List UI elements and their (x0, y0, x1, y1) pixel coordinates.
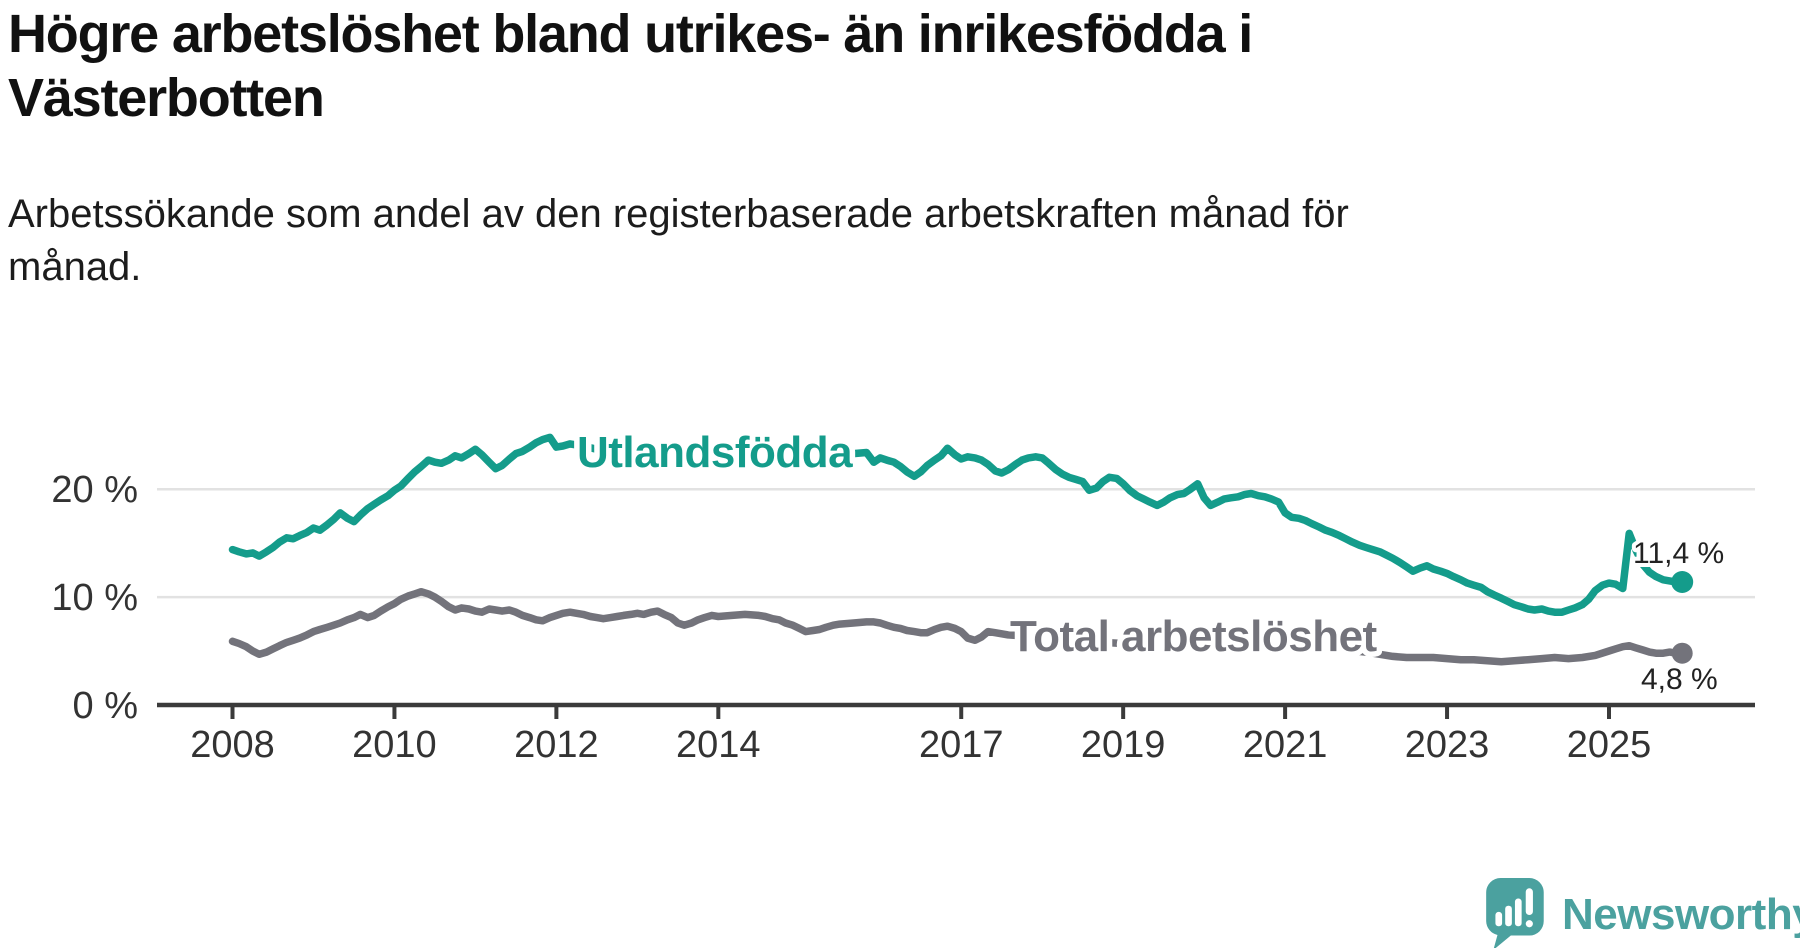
y-tick-label-0: 0 % (73, 685, 138, 727)
y-tick-label-10: 10 % (51, 577, 138, 619)
series-end-dot-utlandsfodda (1671, 570, 1694, 593)
branding: Newsworthy (1486, 878, 1800, 948)
x-tick-label-2023: 2023 (1405, 724, 1490, 766)
series-line-total-arbetsloshet (228, 587, 1680, 666)
x-tick-label-2021: 2021 (1243, 724, 1328, 766)
x-tick-label-2014: 2014 (676, 724, 761, 766)
page-title: Högre arbetslöshet bland utrikes- än inr… (8, 4, 1253, 128)
brand-wordmark: Newsworthy (1562, 890, 1800, 939)
series-end-dots (1671, 570, 1694, 664)
end-value-label-utlandsfodda: 11,4 % (1633, 537, 1724, 570)
x-tick-label-2019: 2019 (1081, 724, 1166, 766)
x-tick-label-2008: 2008 (190, 724, 275, 766)
page-subtitle: Arbetssökande som andel av den registerb… (8, 192, 1349, 289)
data-series-lines (228, 433, 1680, 666)
newsworthy-logo-icon (1486, 878, 1544, 948)
x-axis (157, 702, 1755, 719)
x-tick-label-2017: 2017 (919, 724, 1004, 766)
series-label-utlandsfodda: Utlandsfödda (577, 428, 853, 477)
x-axis-tick-labels: 2008 2010 2012 2014 2017 2019 2021 2023 2025 (190, 724, 1651, 766)
series-inline-labels: Utlandsfödda Total arbetslöshet 11,4 % 4… (572, 423, 1729, 701)
series-label-total-arbetsloshet: Total arbetslöshet (1010, 612, 1378, 661)
x-tick-label-2012: 2012 (514, 724, 599, 766)
y-tick-label-20: 20 % (51, 469, 138, 511)
y-axis-tick-labels: 0 % 10 % 20 % (51, 469, 138, 727)
x-tick-label-2025: 2025 (1567, 724, 1652, 766)
x-tick-label-2010: 2010 (352, 724, 437, 766)
gridlines (157, 487, 1755, 599)
series-end-dot-total-arbetsloshet (1671, 642, 1693, 664)
end-value-label-total-arbetsloshet: 4,8 % (1641, 663, 1718, 696)
series-line-utlandsfodda (228, 433, 1680, 616)
